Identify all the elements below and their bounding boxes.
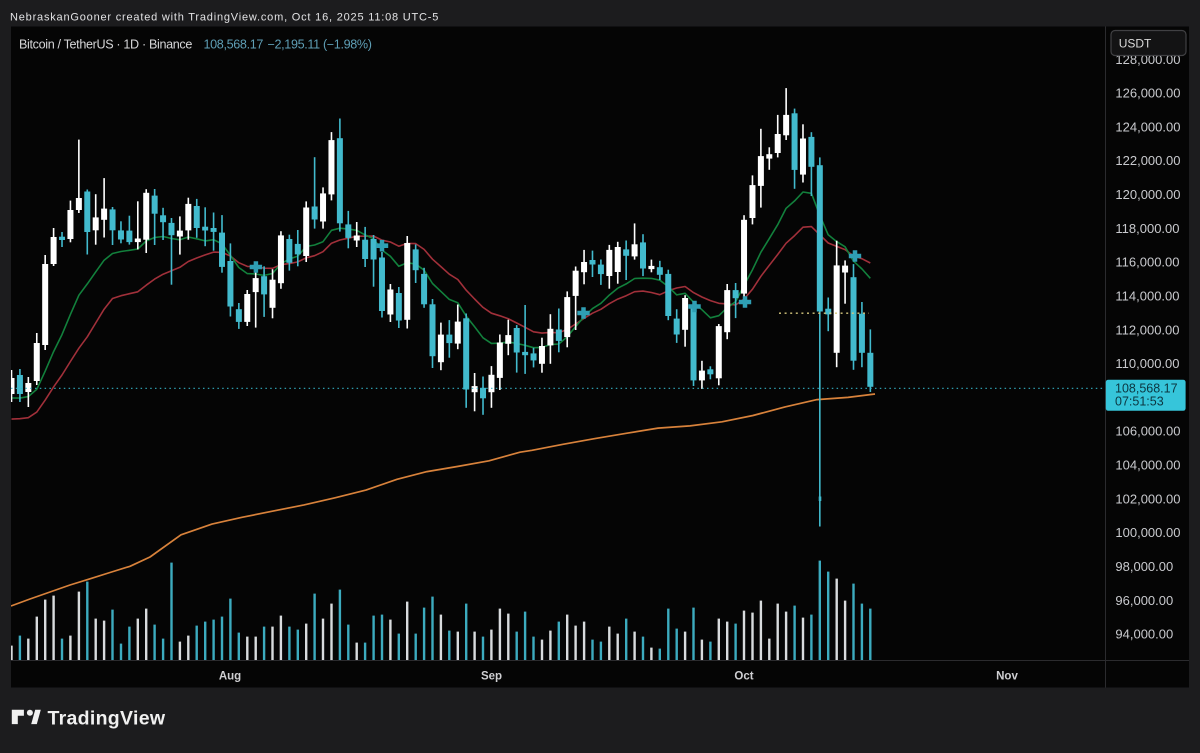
svg-text:122,000.00: 122,000.00 bbox=[1115, 153, 1180, 168]
svg-text:−2,195.11 (−1.98%): −2,195.11 (−1.98%) bbox=[268, 38, 372, 52]
svg-text:108,568.17: 108,568.17 bbox=[204, 38, 264, 52]
svg-text:112,000.00: 112,000.00 bbox=[1115, 322, 1179, 337]
svg-text:Aug: Aug bbox=[219, 671, 241, 683]
svg-text:126,000.00: 126,000.00 bbox=[1115, 86, 1180, 101]
svg-text:98,000.00: 98,000.00 bbox=[1115, 559, 1173, 574]
svg-text:Oct: Oct bbox=[734, 671, 753, 683]
svg-text:USDT: USDT bbox=[1119, 36, 1152, 50]
svg-text:TradingView: TradingView bbox=[48, 708, 166, 730]
svg-text:102,000.00: 102,000.00 bbox=[1115, 491, 1180, 506]
svg-text:120,000.00: 120,000.00 bbox=[1115, 187, 1180, 202]
svg-text:NebraskanGooner created with T: NebraskanGooner created with TradingView… bbox=[10, 12, 439, 24]
svg-text:118,000.00: 118,000.00 bbox=[1115, 221, 1179, 236]
svg-text:106,000.00: 106,000.00 bbox=[1115, 424, 1180, 439]
svg-text:110,000.00: 110,000.00 bbox=[1115, 356, 1179, 371]
svg-text:124,000.00: 124,000.00 bbox=[1115, 119, 1180, 134]
svg-text:100,000.00: 100,000.00 bbox=[1115, 525, 1180, 540]
svg-text:104,000.00: 104,000.00 bbox=[1115, 458, 1180, 473]
svg-text:Nov: Nov bbox=[996, 671, 1018, 683]
svg-text:96,000.00: 96,000.00 bbox=[1115, 593, 1173, 608]
svg-text:114,000.00: 114,000.00 bbox=[1115, 289, 1179, 304]
svg-text:Bitcoin / TetherUS · 1D · Bina: Bitcoin / TetherUS · 1D · Binance bbox=[19, 38, 192, 52]
svg-text:108,568.17: 108,568.17 bbox=[1115, 382, 1178, 396]
svg-text:07:51:53: 07:51:53 bbox=[1115, 394, 1164, 408]
svg-text:116,000.00: 116,000.00 bbox=[1115, 255, 1179, 270]
svg-text:94,000.00: 94,000.00 bbox=[1115, 627, 1173, 642]
svg-text:Sep: Sep bbox=[481, 671, 502, 683]
